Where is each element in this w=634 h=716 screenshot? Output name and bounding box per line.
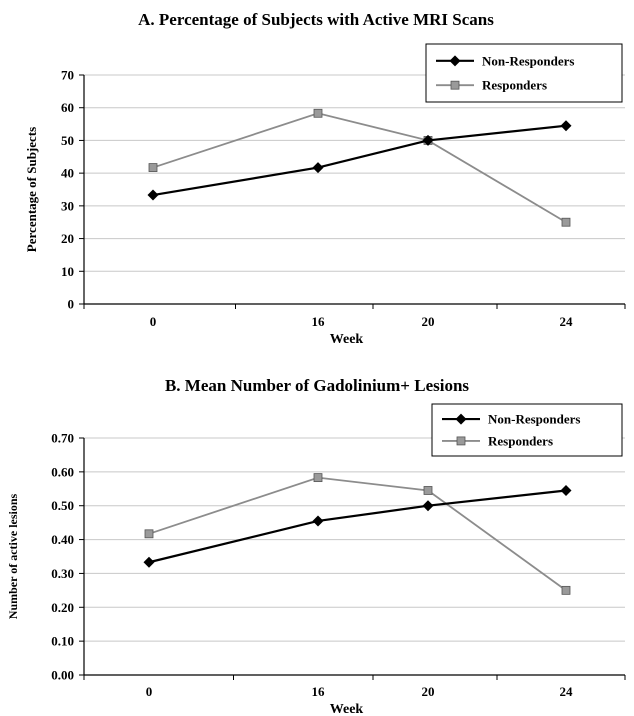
chart-title: A. Percentage of Subjects with Active MR…	[138, 10, 494, 29]
data-point-responders	[313, 473, 323, 483]
x-tick-label: 24	[560, 314, 574, 329]
legend-label-responders: Responders	[488, 433, 553, 448]
diamond-icon	[449, 55, 461, 67]
series-line-non-responders	[152, 124, 567, 197]
data-point-non-responders	[422, 134, 434, 146]
data-point-responders	[148, 163, 158, 172]
y-tick-label: 20	[61, 231, 74, 246]
y-tick-label: 0	[68, 297, 75, 312]
y-tick-label: 0.00	[51, 668, 74, 683]
x-tick-label: 16	[312, 684, 326, 699]
x-tick-label: 20	[422, 314, 435, 329]
data-point-responders	[313, 108, 323, 118]
y-tick-label: 0.30	[51, 566, 74, 581]
x-tick-label: 20	[422, 684, 435, 699]
x-tick-label: 0	[146, 684, 153, 699]
legend-label-non-responders: Non-Responders	[488, 412, 580, 427]
y-tick-label: 10	[61, 264, 74, 279]
data-point-responders	[561, 217, 571, 227]
data-point-non-responders	[312, 162, 324, 174]
legend-label-non-responders: Non-Responders	[482, 53, 574, 68]
y-tick-label: 40	[61, 166, 74, 181]
y-axis-label: Percentage of Subjects	[24, 127, 39, 252]
data-point-non-responders	[422, 500, 434, 512]
chart-title: B. Mean Number of Gadolinium+ Lesions	[165, 376, 469, 395]
y-axis-label: Number of active lesions	[6, 493, 20, 619]
data-point-responders	[144, 529, 154, 539]
y-tick-label: 0.20	[51, 600, 74, 615]
legend: Non-Responders Responders	[431, 403, 623, 457]
chart-b: B. Mean Number of Gadolinium+ Lesions 0.0…	[6, 376, 626, 716]
chart-a: A. Percentage of Subjects with Active MR…	[24, 10, 626, 347]
data-point-non-responders	[312, 515, 324, 527]
y-tick-label: 0.70	[51, 431, 74, 446]
diamond-icon	[455, 413, 467, 425]
series-line-responders	[148, 476, 567, 592]
data-point-non-responders	[143, 556, 155, 568]
series-line-non-responders	[148, 489, 567, 564]
y-tick-label: 30	[61, 198, 74, 213]
legend-label-responders: Responders	[482, 78, 547, 93]
data-point-non-responders	[560, 484, 572, 496]
data-point-responders	[423, 486, 433, 495]
y-tick-label: 0.50	[51, 498, 74, 513]
square-icon	[456, 436, 466, 446]
x-tick-label: 0	[150, 314, 157, 329]
series-line-responders	[152, 112, 567, 223]
y-tick-label: 70	[61, 68, 74, 83]
x-axis-label: Week	[330, 702, 364, 716]
legend-box	[425, 43, 623, 103]
y-tick-label: 0.10	[51, 634, 74, 649]
y-tick-label: 50	[61, 133, 74, 148]
y-tick-label: 0.60	[51, 464, 74, 479]
legend-box	[431, 403, 623, 457]
data-point-non-responders	[560, 120, 572, 132]
legend: Non-Responders Responders	[425, 43, 623, 103]
x-axis-label: Week	[330, 332, 364, 347]
data-point-responders	[561, 585, 571, 595]
data-point-non-responders	[147, 189, 159, 201]
square-icon	[450, 80, 460, 90]
x-tick-label: 24	[560, 684, 574, 699]
y-tick-label: 0.40	[51, 532, 74, 547]
x-tick-label: 16	[312, 314, 326, 329]
y-tick-label: 60	[61, 100, 74, 115]
